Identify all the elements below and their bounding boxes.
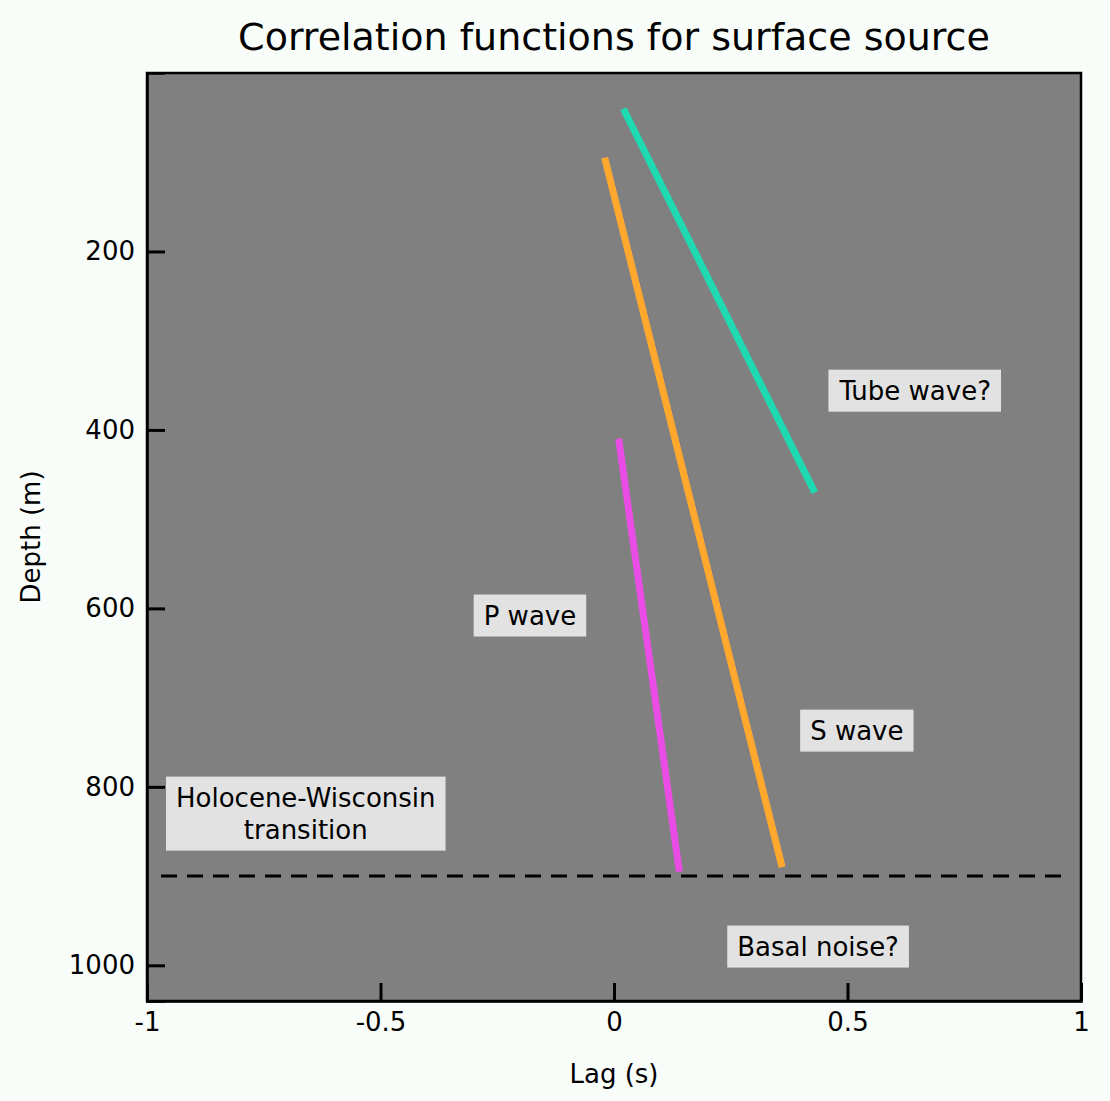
tick: 0	[606, 983, 623, 1037]
axis-line	[148, 983, 1082, 1002]
plot-frame	[147, 73, 1081, 1001]
annotation: Holocene-Wisconsintransition	[166, 777, 446, 851]
tick-mark	[147, 786, 165, 789]
annotation-text: P wave	[484, 601, 577, 631]
y-axis: 200 400 600 800 1000	[69, 74, 165, 1002]
tick: -0.5	[356, 983, 407, 1037]
annotation-box	[474, 595, 587, 637]
tick-mark	[613, 983, 616, 1001]
tick-mark	[147, 429, 165, 432]
title: Correlation functions for surface source	[238, 15, 990, 59]
tick-label: 0	[606, 1007, 623, 1037]
tick-mark	[380, 983, 383, 1001]
tick: 1000	[69, 950, 165, 980]
tick-label: -0.5	[356, 1007, 407, 1037]
axis-line	[148, 74, 166, 1002]
tick-label: 400	[85, 415, 135, 445]
tick-mark	[147, 607, 165, 610]
annotation-box	[727, 926, 909, 968]
tick-label: -1	[135, 1007, 161, 1037]
annotation: Tube wave?	[828, 370, 1001, 412]
tick-label: 200	[85, 236, 135, 266]
tick-mark	[147, 250, 165, 253]
annotation-text: Holocene-Wisconsin	[176, 783, 436, 813]
tick-label: 1000	[69, 950, 135, 980]
annotation-text: Basal noise?	[737, 932, 899, 962]
x-axis: -1 -0.5 0 0.5 1	[135, 983, 1090, 1037]
annotations: Tube wave? P wave S wave Holocene-Wisconsin…	[166, 370, 1001, 968]
tick: 800	[85, 772, 165, 802]
tick-label: 600	[85, 593, 135, 623]
tick-label: 800	[85, 772, 135, 802]
y-axis-title: Depth (m)	[16, 470, 46, 603]
dashed-line	[161, 875, 1062, 878]
annotation-text: S wave	[810, 716, 903, 746]
annotation-text: Tube wave?	[838, 376, 991, 406]
tick-mark	[847, 983, 850, 1001]
annotation-text: transition	[244, 815, 368, 845]
tick: 600	[85, 593, 165, 623]
tick: 400	[85, 415, 165, 445]
series-group	[161, 109, 1062, 876]
annotation-box	[828, 370, 1001, 412]
tick-label: 0.5	[827, 1007, 868, 1037]
annotation: Basal noise?	[727, 926, 909, 968]
annotation-line	[623, 109, 814, 493]
chart: Tube wave? P wave S wave Holocene-Wisconsin…	[0, 0, 1110, 1101]
annotation: S wave	[800, 710, 913, 752]
annotation: P wave	[474, 595, 587, 637]
plot: Tube wave? P wave S wave Holocene-Wisconsin…	[69, 73, 1090, 1037]
plot-background	[147, 73, 1081, 1001]
tick-label: 1	[1073, 1007, 1090, 1037]
x-axis-title: Lag (s)	[569, 1059, 658, 1089]
tick-mark	[147, 964, 165, 967]
tick: 0.5	[827, 983, 868, 1037]
annotation-box	[800, 710, 913, 752]
annotation-line	[619, 439, 680, 872]
tick: 200	[85, 236, 165, 266]
annotation-box	[166, 777, 446, 851]
